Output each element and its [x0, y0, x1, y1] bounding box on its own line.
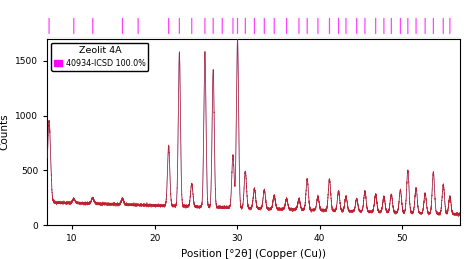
X-axis label: Position [°2θ] (Copper (Cu)): Position [°2θ] (Copper (Cu)) — [181, 249, 326, 259]
Y-axis label: Counts: Counts — [0, 114, 10, 150]
Legend: 40934-ICSD 100.0%: 40934-ICSD 100.0% — [51, 43, 148, 70]
